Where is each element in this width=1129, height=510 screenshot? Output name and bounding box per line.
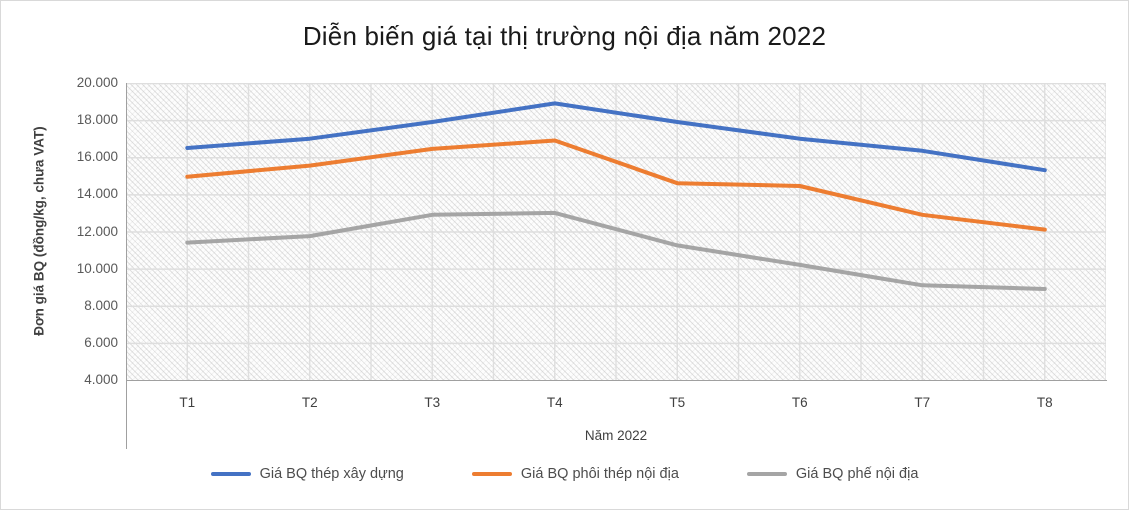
series-line-1 xyxy=(185,138,1047,232)
x-tick-label: T3 xyxy=(424,395,441,410)
x-tick-label: T4 xyxy=(546,395,563,410)
legend-label: Giá BQ phế nội địa xyxy=(795,466,919,482)
chart-title: Diễn biến giá tại thị trường nội địa năm… xyxy=(302,21,827,51)
y-tick-label: 8.000 xyxy=(84,297,118,313)
y-axis-line xyxy=(126,83,127,449)
legend-line-swatch xyxy=(746,471,787,477)
y-tick-label: 20.000 xyxy=(76,75,118,90)
series-line-0 xyxy=(185,101,1047,173)
y-tick-label: 6.000 xyxy=(84,334,118,350)
legend-item-0: Giá BQ thép xây dựng xyxy=(210,466,404,482)
x-tick-label: T6 xyxy=(791,395,808,410)
legend-item-2: Giá BQ phế nội địa xyxy=(746,466,919,482)
legend: Giá BQ thép xây dựng Giá BQ phôi thép nội… xyxy=(1,466,1128,482)
x-tick-label: T2 xyxy=(301,395,318,410)
y-tick-label: 18.000 xyxy=(76,112,118,128)
x-tick-label: T1 xyxy=(179,395,196,410)
y-tick-label: 4.000 xyxy=(84,372,118,387)
legend-label: Giá BQ thép xây dựng xyxy=(259,466,404,482)
plot-area xyxy=(126,83,1106,380)
series-line-2 xyxy=(185,210,1047,291)
x-axis-title: Năm 2022 xyxy=(584,428,648,443)
x-tick-label: T7 xyxy=(914,395,931,410)
y-tick-label: 16.000 xyxy=(76,149,118,165)
x-tick-label: T5 xyxy=(669,395,686,410)
y-tick-label: 14.000 xyxy=(76,186,118,202)
x-axis-line xyxy=(126,380,1107,381)
x-tick-label: T8 xyxy=(1036,395,1053,410)
y-tick-label: 10.000 xyxy=(76,260,118,276)
line-chart xyxy=(126,83,1106,380)
legend-label: Giá BQ phôi thép nội địa xyxy=(520,466,679,482)
legend-line-swatch xyxy=(210,471,251,477)
legend-item-1: Giá BQ phôi thép nội địa xyxy=(471,466,679,482)
y-tick-label: 12.000 xyxy=(76,223,118,239)
legend-line-swatch xyxy=(471,471,512,477)
